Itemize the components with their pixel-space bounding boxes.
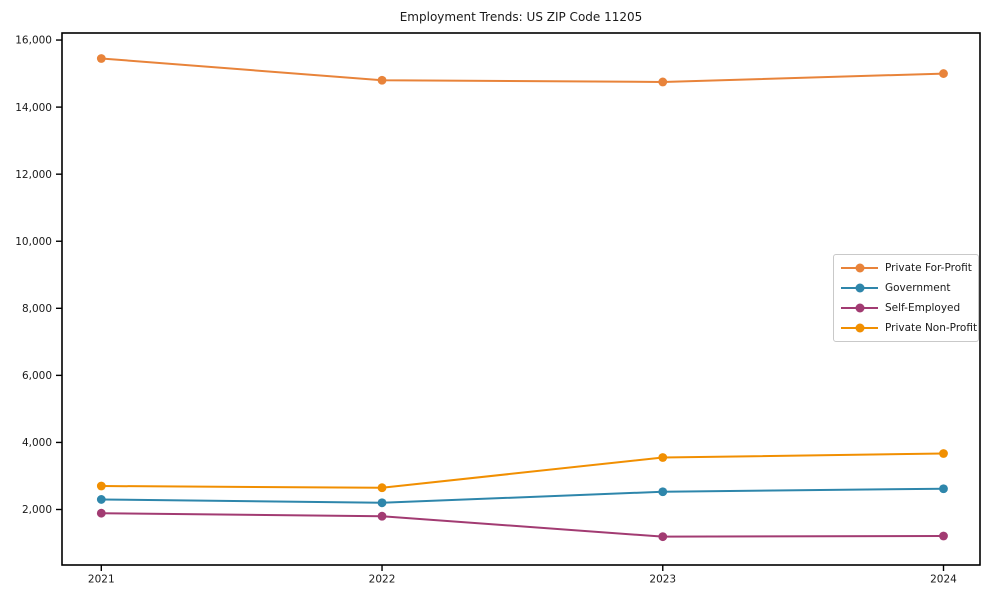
series-line-private-non-profit <box>101 452 944 489</box>
data-point-marker <box>96 508 106 518</box>
data-point-marker <box>377 483 387 493</box>
legend-marker-icon <box>841 283 878 294</box>
data-point-marker <box>939 484 948 494</box>
data-point-marker <box>96 481 106 491</box>
series-line-private-for-profit <box>101 57 944 83</box>
data-point-marker <box>658 77 668 87</box>
y-tick-label: 14,000 <box>15 102 52 114</box>
x-tick-label: 2021 <box>88 574 115 586</box>
y-tick-label: 10,000 <box>15 236 52 248</box>
x-tick-label: 2022 <box>369 574 396 586</box>
legend-marker-icon <box>841 323 878 334</box>
data-point-marker <box>658 487 668 497</box>
data-point-marker <box>658 532 668 542</box>
legend-item: Government <box>834 279 978 298</box>
data-point-marker <box>939 449 948 458</box>
x-tick-label: 2023 <box>649 574 676 586</box>
y-tick-label: 16,000 <box>15 35 52 47</box>
data-point-marker <box>377 498 387 508</box>
y-tick-label: 8,000 <box>22 303 52 315</box>
y-tick-label: 6,000 <box>22 370 52 382</box>
y-tick-label: 2,000 <box>22 504 52 516</box>
series-line-government <box>101 487 944 504</box>
y-tick-label: 12,000 <box>15 169 52 181</box>
legend-item: Self-Employed <box>834 299 978 318</box>
chart-legend: Private For-Profit Government Self-Employe… <box>833 254 979 342</box>
data-point-marker <box>939 69 948 78</box>
data-point-marker <box>658 453 668 462</box>
chart-title: Employment Trends: US ZIP Code 11205 <box>399 10 643 24</box>
legend-label: Government <box>885 282 951 294</box>
legend-marker-icon <box>841 263 878 274</box>
legend-marker-icon <box>841 303 878 314</box>
legend-item: Private Non-Profit <box>834 319 978 338</box>
legend-label: Private For-Profit <box>885 262 972 274</box>
data-point-marker <box>96 54 106 63</box>
legend-label: Self-Employed <box>885 302 961 314</box>
data-point-marker <box>377 511 387 521</box>
data-point-marker <box>939 531 948 541</box>
data-point-marker <box>377 75 387 85</box>
series-line-self-employed <box>101 512 944 538</box>
x-tick-label: 2024 <box>930 574 957 586</box>
y-tick-label: 4,000 <box>22 437 52 449</box>
legend-label: Private Non-Profit <box>885 322 978 334</box>
data-point-marker <box>96 495 106 504</box>
plot-border <box>61 32 981 566</box>
legend-item: Private For-Profit <box>834 259 978 278</box>
